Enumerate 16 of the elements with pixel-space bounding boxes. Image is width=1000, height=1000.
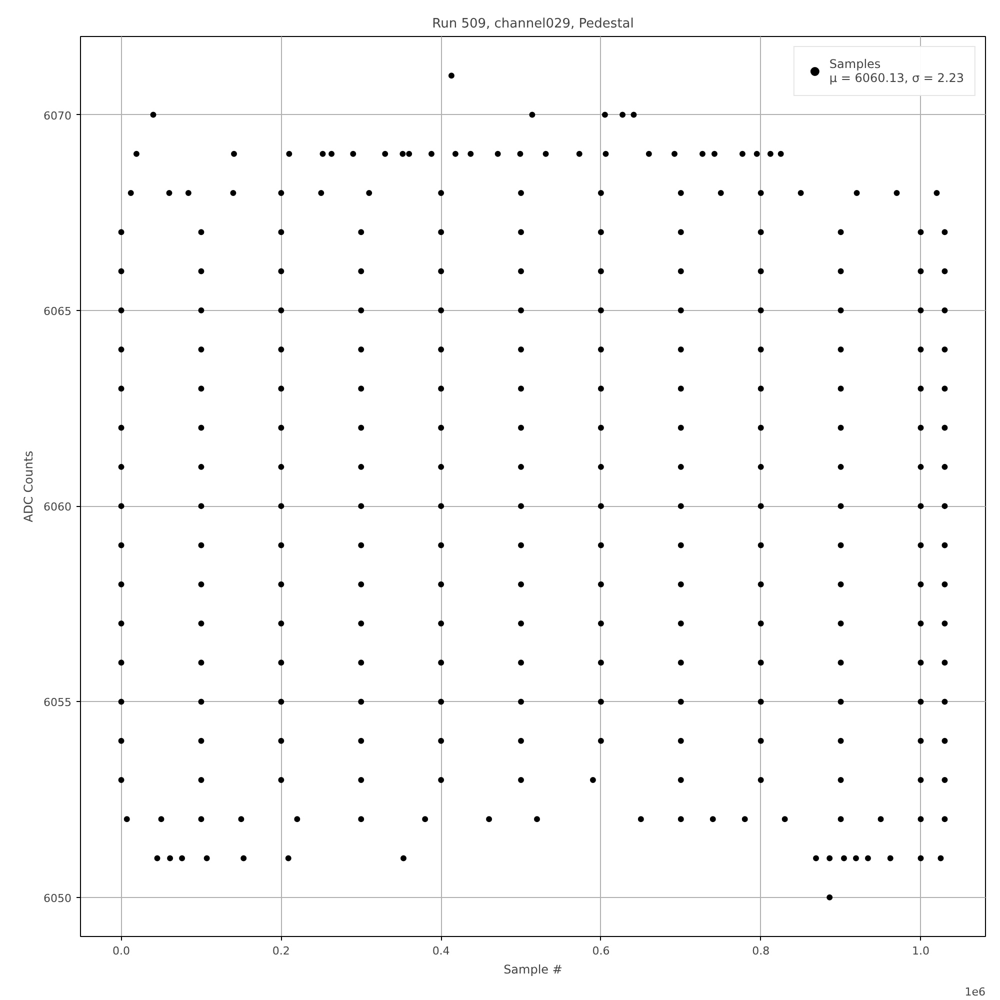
y-tick-label: 6070 (44, 109, 72, 122)
legend-label: Samples μ = 6060.13, σ = 2.23 (829, 57, 964, 85)
x-tick-label: 0.8 (752, 944, 770, 958)
y-tick-label: 6060 (44, 500, 72, 514)
x-axis-title: Sample # (504, 962, 562, 976)
x-tick-label: 0.4 (432, 944, 450, 958)
x-tick-label: 0.2 (272, 944, 290, 958)
y-tick-label: 6065 (44, 304, 72, 318)
text: 1e6 (964, 986, 986, 998)
x-tick-label: 0.6 (592, 944, 610, 958)
chart-title: Run 509, channel029, Pedestal (432, 16, 634, 32)
x-tick-label: 1.0 (912, 944, 930, 958)
y-axis-title: ADC Counts (22, 450, 36, 522)
y-tick-label: 6055 (44, 696, 72, 710)
y-tick-label: 6050 (44, 892, 72, 905)
x-tick-label: 0.0 (112, 944, 130, 958)
